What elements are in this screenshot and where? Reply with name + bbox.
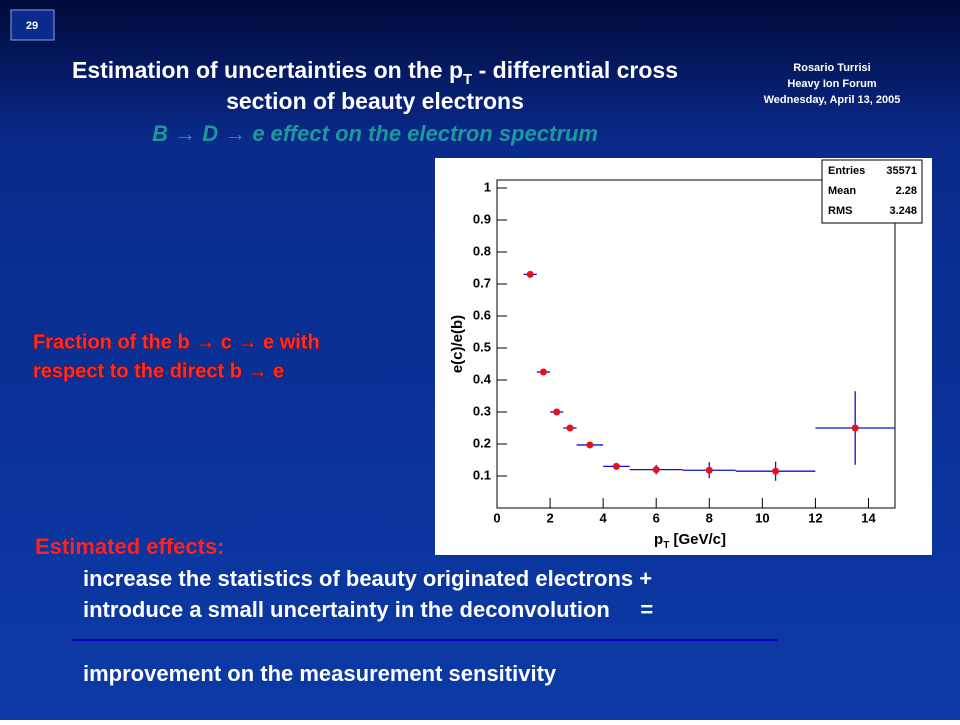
title-line2: section of beauty electrons [226,88,524,114]
y-tick-label: 0.9 [473,211,491,226]
effects-heading: Estimated effects: [35,534,225,559]
y-tick-label: 0.1 [473,467,491,482]
x-tick-label: 10 [755,510,769,525]
point [553,408,561,416]
point [526,270,534,278]
y-tick-label: 0.4 [473,371,492,386]
y-tick-label: 0.2 [473,435,491,450]
stats-name: Mean [828,185,856,197]
stats-value: 3.248 [889,205,917,217]
point [539,368,547,376]
stats-value: 35571 [886,165,917,177]
x-tick-label: 6 [653,510,660,525]
effects-line: introduce a small uncertainty in the dec… [83,597,653,622]
x-tick-label: 14 [861,510,876,525]
author-event: Heavy Ion Forum [787,78,876,90]
stats-name: Entries [828,165,865,177]
y-tick-label: 0.5 [473,339,491,354]
author-date: Wednesday, April 13, 2005 [764,94,901,106]
title-post: - differential cross [472,57,678,83]
subtitle: B → D → e effect on the electron spectru… [152,121,598,146]
stats-box [821,159,923,224]
effects-result: improvement on the measurement sensitivi… [83,661,557,686]
x-label-pre: p [654,531,663,548]
point [851,424,859,432]
annotation: Fraction of the b → c → e with [33,331,320,353]
chart-panel [435,158,932,555]
x-axis-label: pT [GeV/c] [654,531,726,551]
plot-frame [496,179,896,509]
y-axis-label: e(c)/e(b) [449,315,466,373]
point [705,466,713,474]
point [566,424,574,432]
x-tick-label: 12 [808,510,822,525]
point [652,466,660,474]
x-label-post: [GeV/c] [669,531,726,548]
x-tick-label: 0 [493,510,500,525]
slide-number: 29 [26,20,38,32]
stats-value: 2.28 [896,185,917,197]
y-tick-label: 0.6 [473,307,491,322]
y-tick-label: 0.3 [473,403,491,418]
point [586,441,594,449]
y-tick-label: 0.7 [473,275,491,290]
point [612,462,620,470]
title-sub: T [463,71,472,88]
x-tick-label: 8 [706,510,713,525]
point [772,467,780,475]
author-name: Rosario Turrisi [793,62,870,74]
stats-name: RMS [828,205,852,217]
x-tick-label: 4 [600,510,608,525]
x-tick-label: 2 [546,510,553,525]
effects-line: increase the statistics of beauty origin… [83,566,652,591]
y-tick-label: 0.8 [473,243,491,258]
annotation: respect to the direct b → e [33,360,284,382]
title: Estimation of uncertainties on the pT - … [72,57,678,88]
x-label-sub: T [663,540,669,551]
y-tick-label: 1 [484,179,491,194]
slide-number-box [10,9,55,41]
title-pre: Estimation of uncertainties on the p [72,57,463,83]
